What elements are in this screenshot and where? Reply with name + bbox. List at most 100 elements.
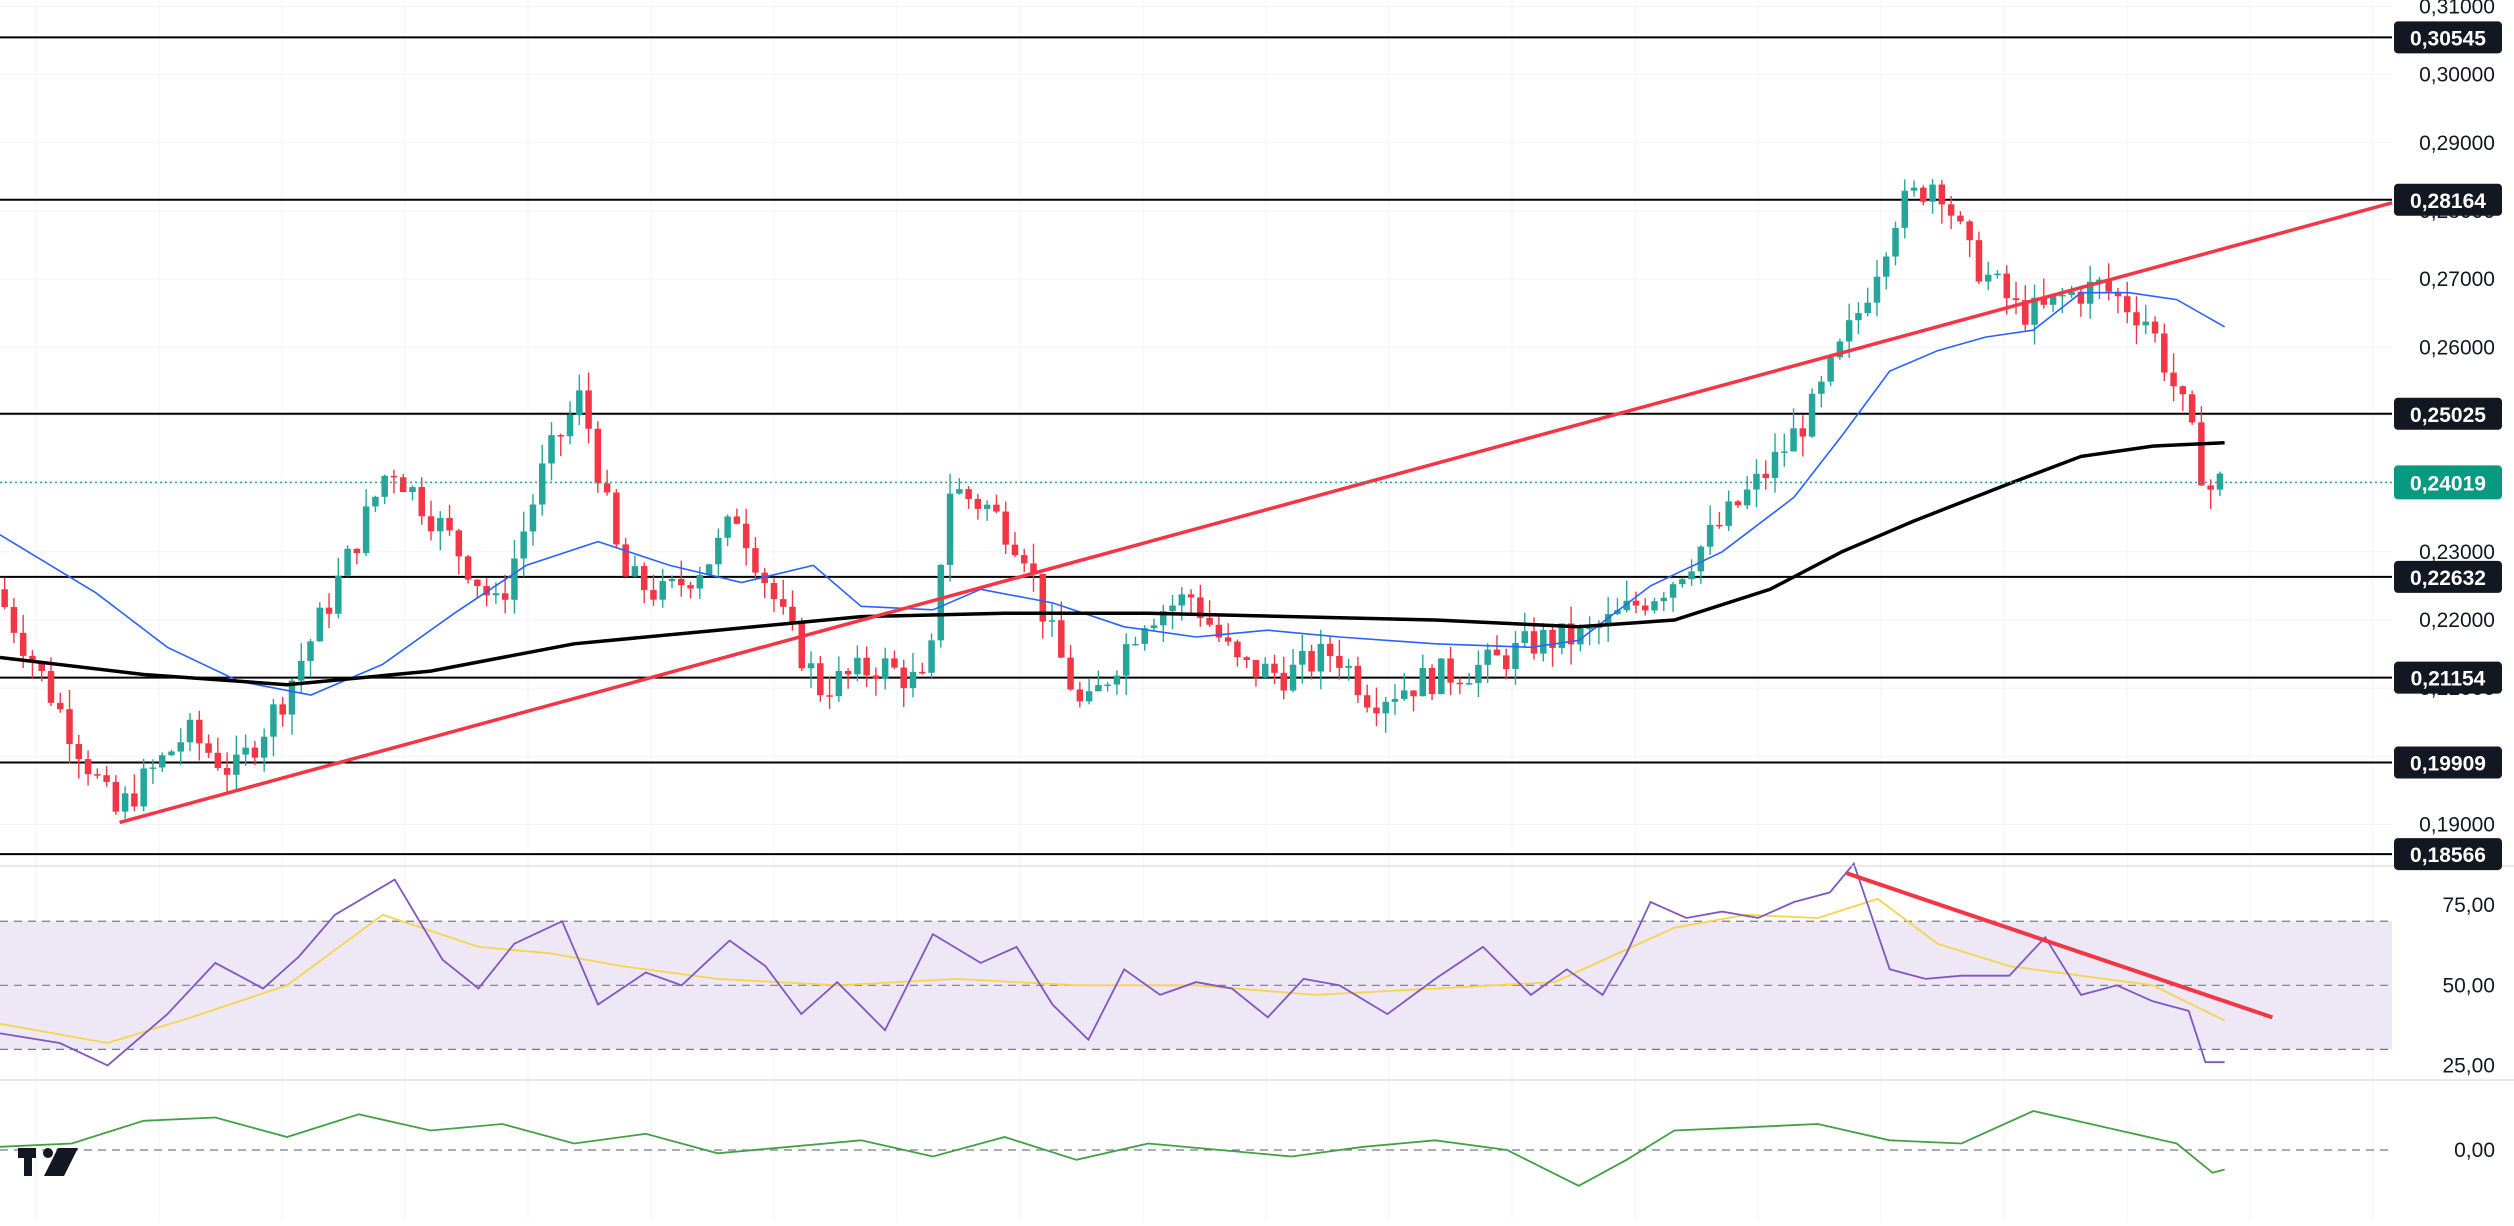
candle-body [2049,295,2057,305]
candle-body [779,599,787,607]
candle-body [1558,623,1566,648]
candle-body [316,607,324,642]
candle-body [1679,579,1686,585]
candle-body [1725,501,1732,526]
candle-body [1,589,8,608]
candle-body [2179,386,2187,395]
candle-body [1938,184,1946,205]
candle-body [214,752,222,769]
candle-body [2068,291,2075,295]
candle-body [464,556,472,580]
candle-body [1632,600,1640,606]
candle-body [1419,668,1427,697]
candle-body [1187,594,1195,598]
candle-body [1299,651,1306,665]
rsi-trendline [1845,871,2274,1020]
candle-body [1595,626,1603,629]
candle-body [548,435,555,464]
logo-mark-slash [44,1148,78,1176]
candle-body [2003,273,2010,299]
candle-body [242,747,249,755]
rsi-tick-label: 25,00 [2442,1054,2495,1077]
candle-body [576,390,583,415]
candle-body [288,680,296,715]
candle-body [10,607,18,633]
candle-body [566,414,574,437]
candle-body [1502,655,1510,670]
price-trendline [119,201,2393,825]
candle-body [1567,623,1575,645]
candle-body [501,593,509,600]
candle-body [835,670,843,697]
candle-body [279,704,286,715]
candle-body [158,755,166,768]
candle-body [1085,691,1093,702]
candle-body [585,390,592,429]
candle-body [1104,684,1111,687]
candle-body [2059,294,2066,297]
candle-body [29,655,36,662]
candle-body [752,548,759,573]
slow-moving-average-line [0,440,2225,687]
candle-body [1410,690,1417,697]
candle-body [1771,451,1779,478]
candle-body [205,743,212,753]
candle-body [1030,563,1037,574]
candle-body [131,793,138,807]
candle-body [909,671,917,689]
candle-body [1845,320,1853,342]
level-label: 0,18566 [2410,844,2486,867]
candle-body [1697,546,1705,572]
candle-body [2105,279,2112,292]
candle-body [538,463,546,505]
candle-body [2012,298,2020,301]
price-tick-label: 0,31000 [2419,0,2495,18]
candle-body [1901,190,1909,228]
candle-body [640,566,648,590]
candle-body [103,775,110,782]
candle-body [455,530,463,557]
candle-body [1882,256,1890,277]
candle-body [251,747,259,758]
candle-body [826,695,833,697]
candle-body [1150,625,1158,629]
candle-body [1141,628,1148,644]
price-tick-label: 0,22000 [2419,609,2495,632]
candle-body [1048,620,1056,622]
candle-body [1549,629,1556,648]
fast-moving-average-line [0,291,2225,696]
candle-body [1243,657,1250,661]
candle-body [1252,660,1260,678]
candle-body [1521,631,1528,643]
candle-body [353,548,361,554]
candle-body [1373,707,1380,714]
candle-body [1067,657,1074,690]
candle-body [724,516,731,538]
candle-body [492,593,500,596]
candle-body [733,516,741,524]
candle-body [1586,627,1593,630]
candle-body [1892,227,1899,257]
candle-body [1447,658,1454,683]
candle-body [965,489,972,499]
last-price-box [2394,465,2502,500]
candle-body [2123,296,2131,313]
candle-body [2161,333,2168,373]
price-tick-label: 0,23000 [2419,541,2495,564]
candle-body [2114,291,2122,297]
logo-mark-stem [24,1148,32,1176]
candle-body [1289,664,1297,691]
candle-body [1929,184,1936,202]
candle-body [418,487,425,517]
candle-body [946,493,954,565]
price-axis: 0,190000,200000,210000,220000,230000,240… [0,0,2514,1162]
candle-body [1762,473,1769,478]
rsi-tick-label: 50,00 [2442,974,2495,997]
rsi-tick-label: 75,00 [2442,894,2495,917]
candle-body [650,589,657,600]
candle-body [1873,276,1881,303]
candle-body [196,719,203,744]
candle-body [1113,675,1121,685]
candle-body [2022,300,2029,325]
